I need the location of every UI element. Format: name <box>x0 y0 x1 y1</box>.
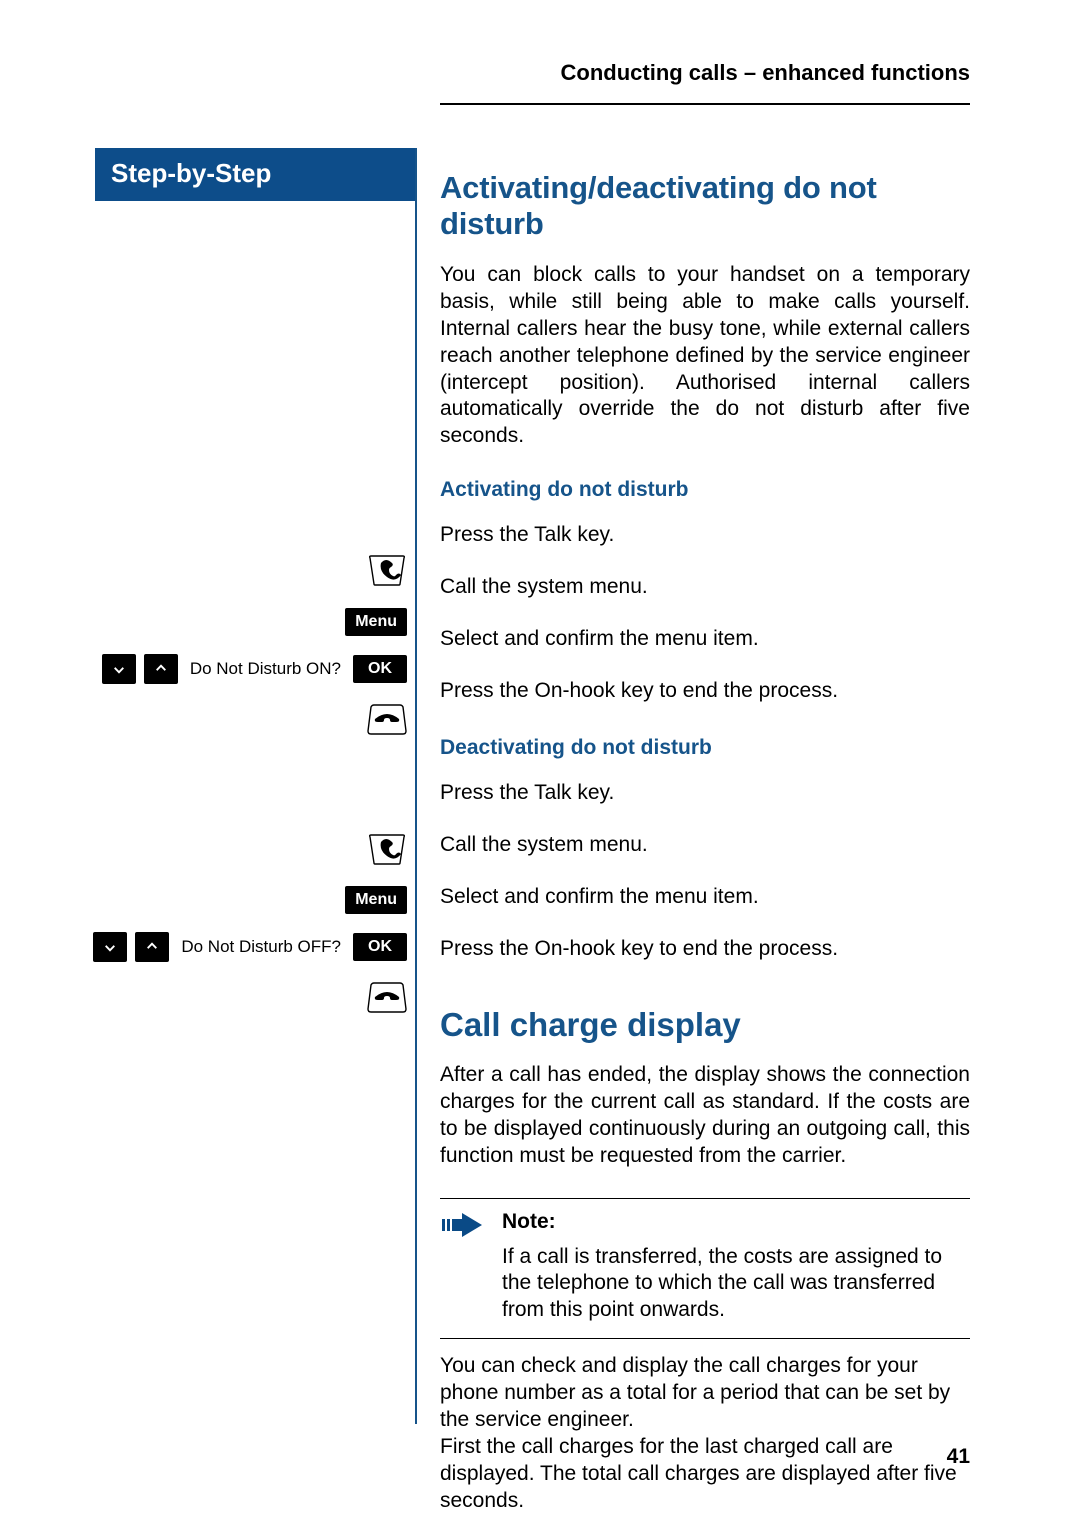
gutter: Menu Do Not Disturb ON? OK <box>95 0 415 1529</box>
subhead-deactivate: Deactivating do not disturb <box>440 736 970 760</box>
select-row-on: Do Not Disturb ON? OK <box>102 652 407 686</box>
ok-button[interactable]: OK <box>353 655 407 683</box>
note-body: Note: If a call is transferred, the cost… <box>502 1209 970 1325</box>
talk-key-row <box>367 553 407 587</box>
onhook-key-icon <box>367 703 407 735</box>
ok-button[interactable]: OK <box>353 933 407 961</box>
talk-key-row-2 <box>367 832 407 866</box>
steps-deactivate: Press the Talk key. Call the system menu… <box>440 780 970 966</box>
step-text: Press the On-hook key to end the process… <box>440 936 970 966</box>
header-rule <box>440 103 970 105</box>
main-column: Activating/deactivating do not disturb Y… <box>440 170 970 1524</box>
menu-button[interactable]: Menu <box>345 608 407 636</box>
note-title: Note: <box>502 1209 970 1236</box>
charge-p2: You can check and display the call charg… <box>440 1353 970 1514</box>
prompt-on: Do Not Disturb ON? <box>186 659 345 679</box>
select-row-off: Do Not Disturb OFF? OK <box>93 930 407 964</box>
step-text: Press the Talk key. <box>440 522 970 552</box>
menu-row: Menu <box>345 605 407 639</box>
page-number: 41 <box>947 1445 970 1469</box>
section-title-charge: Call charge display <box>440 1006 970 1044</box>
steps-activate: Press the Talk key. Call the system menu… <box>440 522 970 708</box>
menu-button[interactable]: Menu <box>345 886 407 914</box>
arrow-up-icon[interactable] <box>144 654 178 684</box>
page: Conducting calls – enhanced functions St… <box>0 0 1080 1529</box>
step-text: Call the system menu. <box>440 832 970 862</box>
section-intro: You can block calls to your handset on a… <box>440 262 970 450</box>
note-text: If a call is transferred, the costs are … <box>502 1244 970 1325</box>
onhook-row-2 <box>367 980 407 1014</box>
note-box: Note: If a call is transferred, the cost… <box>440 1198 970 1340</box>
arrow-down-icon[interactable] <box>102 654 136 684</box>
running-head: Conducting calls – enhanced functions <box>561 60 971 86</box>
step-text: Press the Talk key. <box>440 780 970 810</box>
charge-p1: After a call has ended, the display show… <box>440 1062 970 1170</box>
step-text: Select and confirm the menu item. <box>440 626 970 656</box>
arrow-down-icon[interactable] <box>93 932 127 962</box>
section-title-dnd: Activating/deactivating do not disturb <box>440 170 970 242</box>
onhook-row <box>367 702 407 736</box>
note-icon <box>440 1209 484 1325</box>
prompt-off: Do Not Disturb OFF? <box>177 937 345 957</box>
step-text: Select and confirm the menu item. <box>440 884 970 914</box>
step-text: Call the system menu. <box>440 574 970 604</box>
talk-key-icon <box>367 554 407 586</box>
onhook-key-icon <box>367 981 407 1013</box>
step-text: Press the On-hook key to end the process… <box>440 678 970 708</box>
menu-row-2: Menu <box>345 883 407 917</box>
arrow-up-icon[interactable] <box>135 932 169 962</box>
subhead-activate: Activating do not disturb <box>440 478 970 502</box>
talk-key-icon <box>367 833 407 865</box>
